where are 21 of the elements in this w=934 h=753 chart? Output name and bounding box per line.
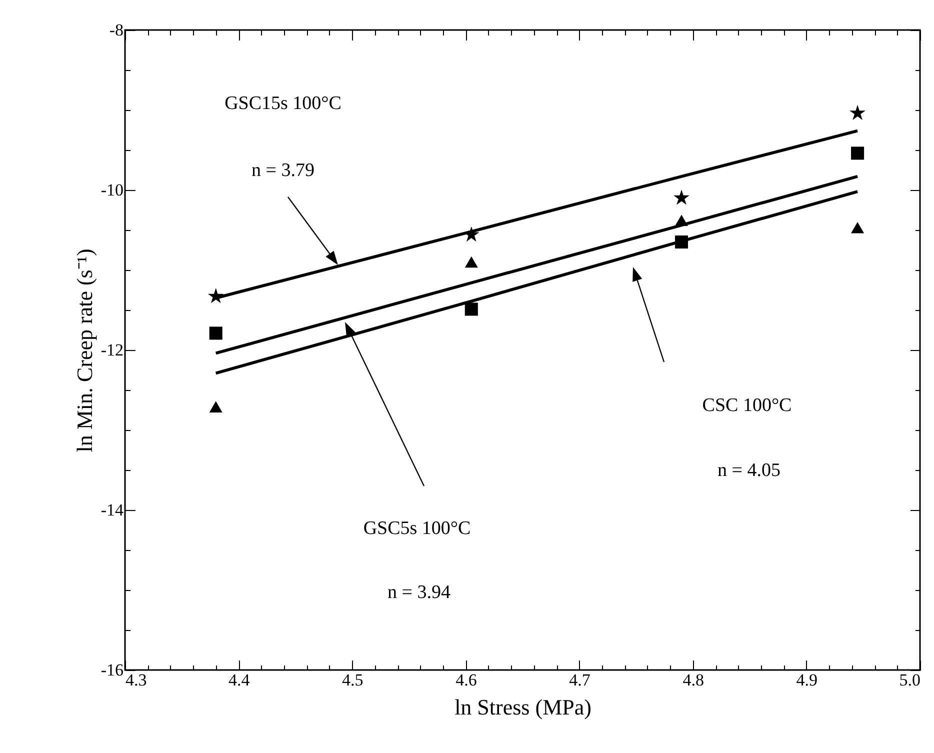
y-tick-label: -12 — [100, 340, 124, 360]
y-tick-label: -8 — [109, 20, 124, 40]
y-tick-label: -14 — [100, 500, 124, 520]
annotation: GSC15s 100°C — [224, 93, 342, 114]
y-axis-title: ln Min. Creep rate (s⁻¹) — [72, 248, 97, 452]
x-tick-label: 4.4 — [228, 670, 250, 690]
x-tick-label: 4.5 — [342, 670, 364, 690]
x-tick-label: 4.7 — [569, 670, 591, 690]
x-tick-label: 4.6 — [456, 670, 477, 690]
annotation: n = 3.79 — [252, 160, 314, 181]
annotation: n = 3.94 — [388, 582, 451, 603]
annotation: GSC5s 100°C — [363, 518, 471, 539]
x-axis-title: ln Stress (MPa) — [454, 694, 592, 720]
x-tick-label: 4.9 — [796, 670, 818, 690]
x-tick-label: 4.8 — [682, 670, 704, 690]
x-tick-label: 4.3 — [126, 670, 147, 690]
x-tick-label: 5.0 — [899, 670, 920, 690]
y-tick-label: -16 — [100, 660, 124, 680]
annotation: n = 4.05 — [718, 460, 780, 481]
y-tick-label: -10 — [100, 180, 124, 200]
annotation: CSC 100°C — [702, 395, 792, 416]
